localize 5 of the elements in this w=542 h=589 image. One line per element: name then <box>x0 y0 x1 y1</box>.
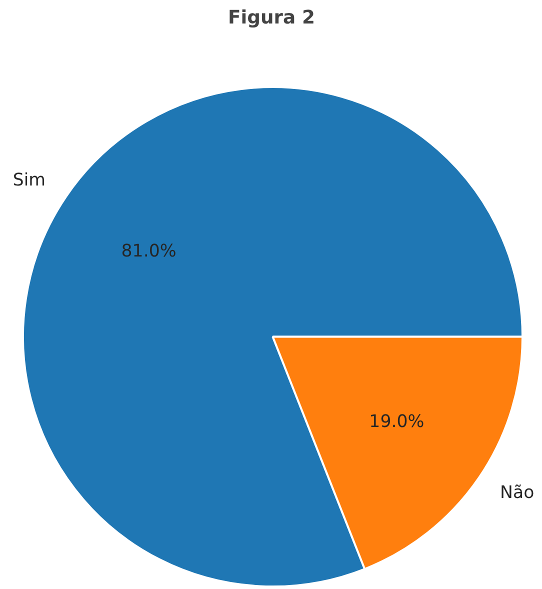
slice-label: Sim <box>12 170 46 191</box>
data-label: 81.0% <box>121 242 176 262</box>
chart-title: Figura 2 <box>228 8 316 28</box>
slice-label: Não <box>500 483 534 504</box>
data-label: 19.0% <box>369 412 424 432</box>
